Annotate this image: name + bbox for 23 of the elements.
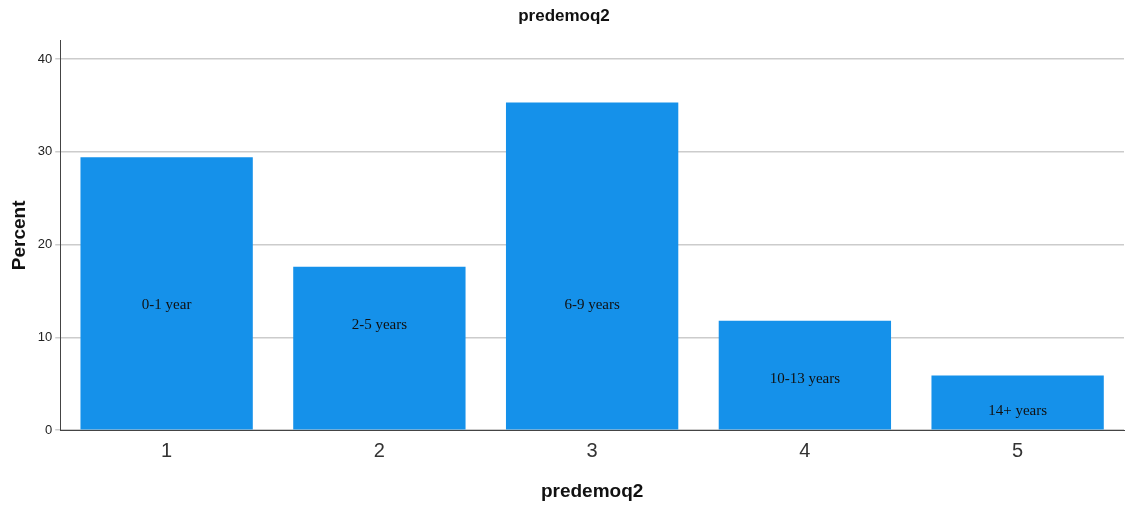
annotation: 2-5 years [351, 315, 408, 332]
bar [80, 157, 253, 430]
x-tick-label: 5 [1012, 438, 1024, 461]
annotation: 14+ years [988, 401, 1048, 418]
x-tick-label: 1 [161, 438, 173, 461]
annotation: 0-1 year [141, 296, 192, 313]
x-axis-title: predemoq2 [540, 479, 644, 501]
x-tick-label: 4 [799, 438, 811, 461]
bar [931, 375, 1104, 430]
bar [505, 102, 679, 430]
y-tick-label: 40 [37, 50, 53, 66]
bar [718, 320, 892, 430]
y-tick-label: 0 [45, 421, 53, 437]
y-tick-label: 20 [37, 236, 53, 252]
x-tick-label: 2 [373, 438, 385, 461]
y-axis-title: Percent [7, 199, 29, 271]
annotation: 6-9 years [564, 296, 620, 313]
y-tick-label: 10 [37, 328, 53, 344]
x-tick-label: 3 [586, 438, 598, 461]
chart-title: predemoq2 [518, 5, 610, 25]
annotation: 10-13 years [769, 370, 841, 387]
y-tick-label: 30 [37, 143, 53, 159]
bar [293, 266, 466, 430]
